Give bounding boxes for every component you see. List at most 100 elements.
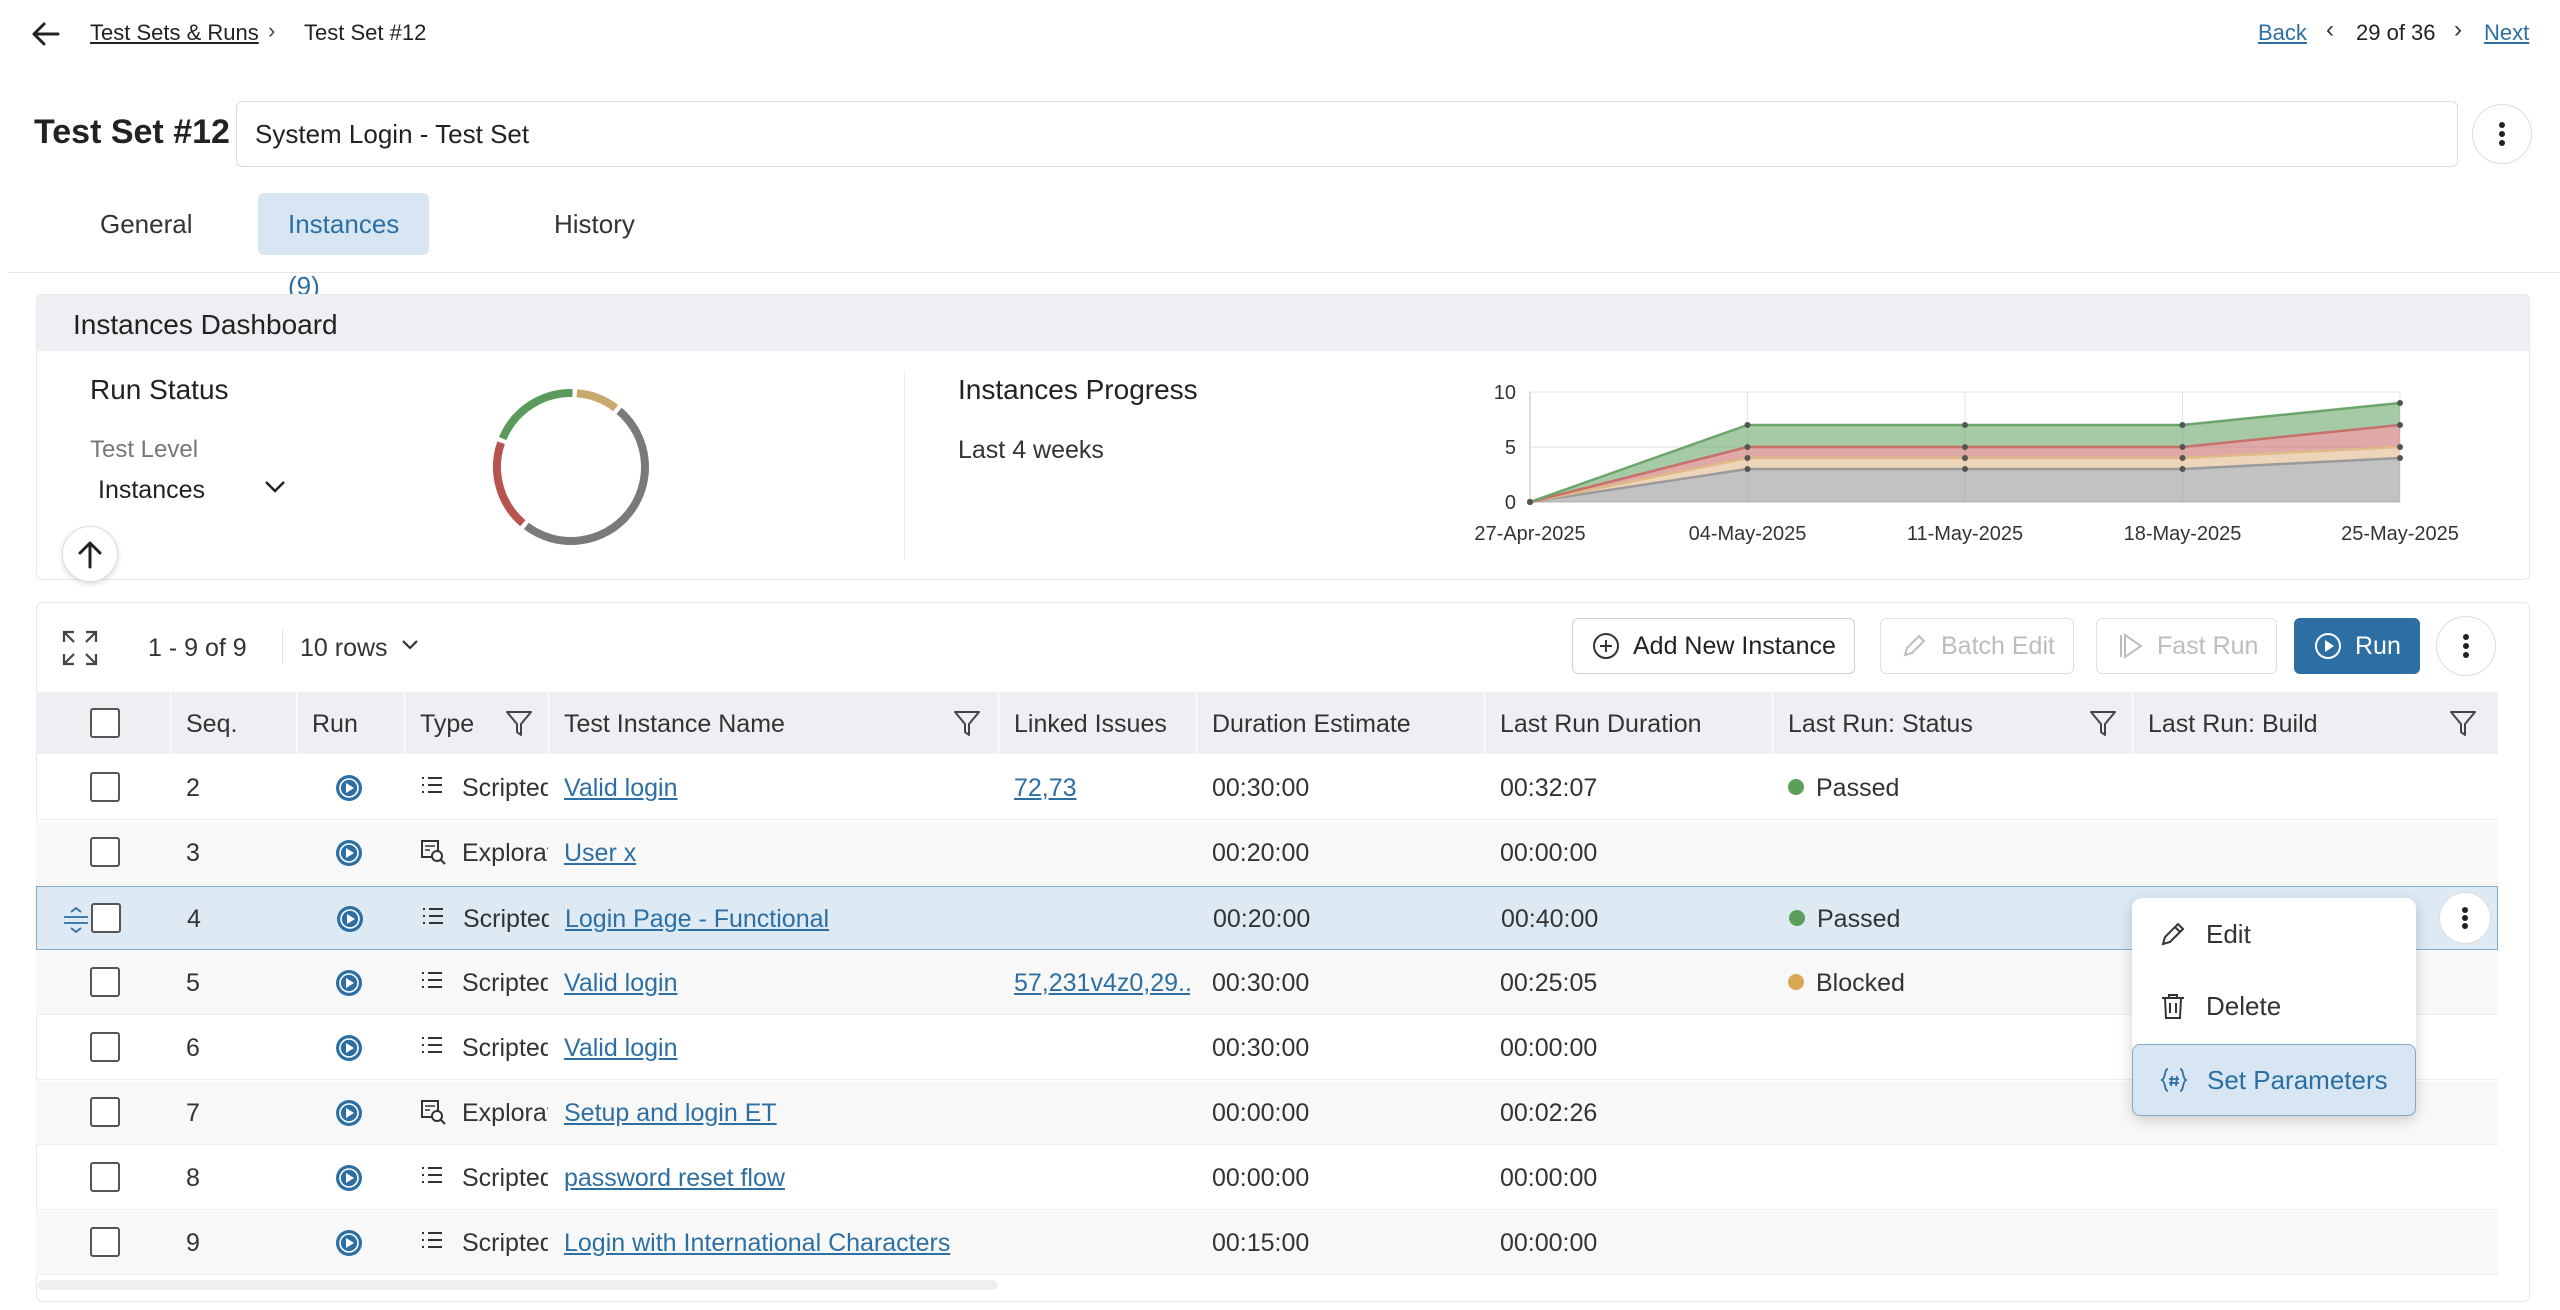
column-header-last-duration[interactable]: Last Run Duration xyxy=(1500,710,1702,738)
filter-icon[interactable] xyxy=(504,708,534,738)
test-instance-name-link[interactable]: Login Page - Functional xyxy=(565,905,830,933)
area-series xyxy=(1530,425,2400,502)
chevron-down-icon[interactable] xyxy=(400,638,420,652)
select-all-checkbox[interactable] xyxy=(90,708,120,738)
divider xyxy=(1772,692,1773,754)
chevron-down-icon[interactable] xyxy=(262,478,288,496)
chevron-left-icon[interactable]: ‹ xyxy=(2326,16,2334,43)
play-circle-icon[interactable] xyxy=(334,838,364,873)
filter-icon[interactable] xyxy=(2448,708,2478,738)
filter-icon[interactable] xyxy=(952,708,982,738)
table-row[interactable]: 8 Scripted password reset flow 00:00:00 00:0… xyxy=(36,1146,2498,1210)
x-tick-label: 11-May-2025 xyxy=(1907,523,2023,545)
row-checkbox[interactable] xyxy=(90,837,120,867)
test-set-name-input[interactable] xyxy=(236,101,2458,167)
fast-run-icon xyxy=(2120,633,2143,659)
play-circle-icon[interactable] xyxy=(334,773,364,808)
table-row[interactable]: 3 Exploratory User x 00:20:00 00:00:00 xyxy=(36,821,2498,885)
test-instance-name-link[interactable]: password reset flow xyxy=(564,1164,785,1192)
table-row[interactable]: 2 Scripted Valid login 72,73 00:30:00 00:32:0… xyxy=(36,756,2498,820)
divider xyxy=(296,692,297,754)
test-instance-name-link[interactable]: Login with International Characters xyxy=(564,1229,951,1257)
list-icon xyxy=(420,774,444,801)
table-row[interactable]: 5 Scripted Valid login 57,231v4z0,29... 00:3… xyxy=(36,951,2498,1015)
rows-per-page-select[interactable]: 10 rows xyxy=(300,634,388,662)
linked-issues-link[interactable]: 72,73 xyxy=(1014,774,1077,802)
row-checkbox[interactable] xyxy=(90,967,120,997)
run-button[interactable]: Run xyxy=(2294,618,2420,674)
table-row[interactable]: 6 Scripted Valid login 00:30:00 00:00:00 xyxy=(36,1016,2498,1080)
add-new-instance-button[interactable]: Add New Instance xyxy=(1572,618,1855,674)
tab-instances[interactable]: Instances (9) xyxy=(258,193,430,301)
top-bar: Test Sets & Runs › Test Set #12 Back ‹ 2… xyxy=(0,0,2560,68)
status-label: Passed xyxy=(1817,905,1901,933)
column-header-linked-issues[interactable]: Linked Issues xyxy=(1014,710,1167,738)
type-cell: Scripted xyxy=(462,1229,548,1257)
divider xyxy=(170,692,171,754)
row-checkbox[interactable] xyxy=(90,1032,120,1062)
drag-handle-icon[interactable] xyxy=(61,905,91,935)
back-arrow-icon[interactable] xyxy=(26,14,66,54)
dashboard-header: Instances Dashboard xyxy=(37,295,2529,351)
linked-issues-link[interactable]: 57,231v4z0,29... xyxy=(1014,969,1190,997)
header-more-button[interactable] xyxy=(2472,104,2532,164)
row-checkbox[interactable] xyxy=(90,772,120,802)
expand-icon[interactable] xyxy=(62,630,98,666)
row-checkbox[interactable] xyxy=(90,1227,120,1257)
test-instance-name-link[interactable]: User x xyxy=(564,839,637,867)
column-header-duration[interactable]: Duration Estimate xyxy=(1212,710,1411,738)
seq-cell: 6 xyxy=(186,1034,200,1062)
divider xyxy=(2132,692,2133,754)
row-checkbox[interactable] xyxy=(90,1097,120,1127)
type-cell: Scripted xyxy=(462,1034,548,1062)
dashboard-title: Instances Dashboard xyxy=(73,309,338,340)
type-cell: Exploratory xyxy=(462,839,548,867)
menu-item-delete[interactable]: Delete xyxy=(2132,972,2416,1040)
play-circle-icon[interactable] xyxy=(335,904,365,939)
play-circle-icon[interactable] xyxy=(334,1163,364,1198)
test-level-select[interactable]: Instances xyxy=(98,476,206,504)
test-instance-name-link[interactable]: Valid login xyxy=(564,774,678,802)
data-point xyxy=(1744,466,1751,472)
play-circle-icon[interactable] xyxy=(334,1098,364,1133)
column-header-status[interactable]: Last Run: Status xyxy=(1788,710,1973,738)
menu-item-set-parameters[interactable]: Set Parameters xyxy=(2132,1044,2416,1116)
breadcrumb-parent-link[interactable]: Test Sets & Runs xyxy=(90,20,259,45)
row-checkbox[interactable] xyxy=(90,1162,120,1192)
column-header-type[interactable]: Type xyxy=(420,710,475,738)
column-header-name[interactable]: Test Instance Name xyxy=(564,710,785,738)
row-checkbox[interactable] xyxy=(91,903,121,933)
test-instance-name-link[interactable]: Setup and login ET xyxy=(564,1099,777,1127)
menu-item-label: Edit xyxy=(2206,918,2251,949)
grid-more-button[interactable] xyxy=(2436,616,2496,676)
divider xyxy=(1196,692,1197,754)
column-header-run[interactable]: Run xyxy=(312,710,358,738)
tab-history[interactable]: History xyxy=(554,209,635,239)
scroll-up-button[interactable] xyxy=(62,526,118,582)
horizontal-scrollbar[interactable] xyxy=(38,1280,998,1290)
table-row[interactable]: 4 Scripted Login Page - Functional 00:20:00… xyxy=(36,886,2498,950)
batch-edit-button[interactable]: Batch Edit xyxy=(1880,618,2074,674)
pager-back-link[interactable]: Back xyxy=(2258,20,2307,45)
play-circle-icon[interactable] xyxy=(334,968,364,1003)
table-row[interactable]: 7 Exploratory Setup and login ET 00:00:00 00… xyxy=(36,1081,2498,1145)
pager-next-link[interactable]: Next xyxy=(2484,20,2530,45)
row-more-button[interactable] xyxy=(2439,892,2491,944)
run-status-donut xyxy=(493,389,649,545)
test-instance-name-link[interactable]: Valid login xyxy=(564,1034,678,1062)
column-header-seq[interactable]: Seq. xyxy=(186,710,238,738)
play-circle-icon[interactable] xyxy=(334,1033,364,1068)
menu-item-edit[interactable]: Edit xyxy=(2132,900,2416,968)
instances-progress-chart: 0 5 10 27-Apr-2025 04-May-2025 11-May-2025 18-… xyxy=(1474,382,2459,545)
chevron-right-icon[interactable]: › xyxy=(2454,16,2462,43)
test-instance-name-link[interactable]: Valid login xyxy=(564,969,678,997)
fast-run-button[interactable]: Fast Run xyxy=(2096,618,2278,674)
tab-general[interactable]: General xyxy=(100,209,193,239)
column-header-build[interactable]: Last Run: Build xyxy=(2148,710,2318,738)
table-row[interactable]: 9 Scripted Login with International Charac… xyxy=(36,1211,2498,1275)
menu-item-label: Delete xyxy=(2206,990,2282,1021)
play-circle-icon[interactable] xyxy=(334,1228,364,1263)
filter-icon[interactable] xyxy=(2088,708,2118,738)
duration-estimate-cell: 00:00:00 xyxy=(1212,1164,1310,1192)
type-cell: Scripted xyxy=(463,905,549,933)
